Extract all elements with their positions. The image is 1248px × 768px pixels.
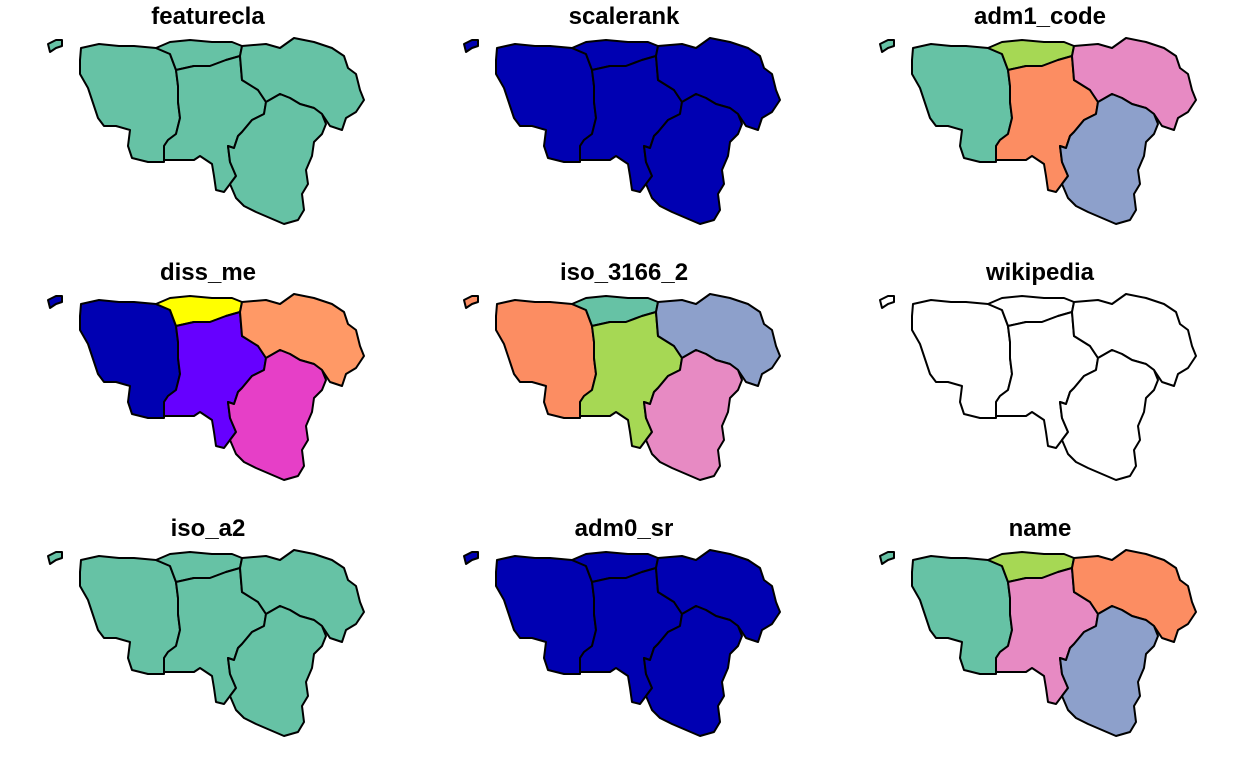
map-panel-adm0-sr: adm0_sr xyxy=(416,512,832,768)
map-panel-wikipedia: wikipedia xyxy=(832,256,1248,512)
panel-title: diss_me xyxy=(159,259,257,286)
region-map xyxy=(879,37,1197,225)
map-panel-adm1-code: adm1_code xyxy=(832,0,1248,256)
region-luxembourg xyxy=(227,605,327,737)
panel-title: adm0_sr xyxy=(574,515,674,542)
region-enclave xyxy=(47,39,63,53)
map-panel-iso-3166-2: iso_3166_2 xyxy=(416,256,832,512)
region-map xyxy=(463,293,781,481)
map-panel-iso-a2: iso_a2 xyxy=(0,512,416,768)
panel-title: iso_a2 xyxy=(170,515,246,542)
map-panel-name: name xyxy=(832,512,1248,768)
panel-title: scalerank xyxy=(568,3,680,30)
region-enclave xyxy=(463,295,479,309)
region-enclave xyxy=(879,295,895,309)
region-luxembourg xyxy=(1059,93,1159,225)
panel-title: iso_3166_2 xyxy=(559,259,689,286)
region-map xyxy=(47,37,365,225)
region-map xyxy=(463,37,781,225)
region-enclave xyxy=(879,39,895,53)
region-luxembourg xyxy=(1059,605,1159,737)
panel-title: wikipedia xyxy=(985,259,1095,286)
region-map xyxy=(47,549,365,737)
map-panel-diss-me: diss_me xyxy=(0,256,416,512)
panel-title: featurecla xyxy=(151,3,265,30)
region-enclave xyxy=(47,295,63,309)
panel-title: name xyxy=(1008,515,1072,542)
region-luxembourg xyxy=(643,605,743,737)
region-luxembourg xyxy=(643,93,743,225)
region-luxembourg xyxy=(227,349,327,481)
map-panel-scalerank: scalerank xyxy=(416,0,832,256)
region-map xyxy=(47,293,365,481)
map-panel-featurecla: featurecla xyxy=(0,0,416,256)
region-map xyxy=(879,293,1197,481)
region-luxembourg xyxy=(227,93,327,225)
region-enclave xyxy=(879,551,895,565)
panel-title: adm1_code xyxy=(973,3,1107,30)
region-enclave xyxy=(47,551,63,565)
region-enclave xyxy=(463,39,479,53)
region-enclave xyxy=(463,551,479,565)
region-luxembourg xyxy=(1059,349,1159,481)
region-map xyxy=(879,549,1197,737)
region-luxembourg xyxy=(643,349,743,481)
region-map xyxy=(463,549,781,737)
